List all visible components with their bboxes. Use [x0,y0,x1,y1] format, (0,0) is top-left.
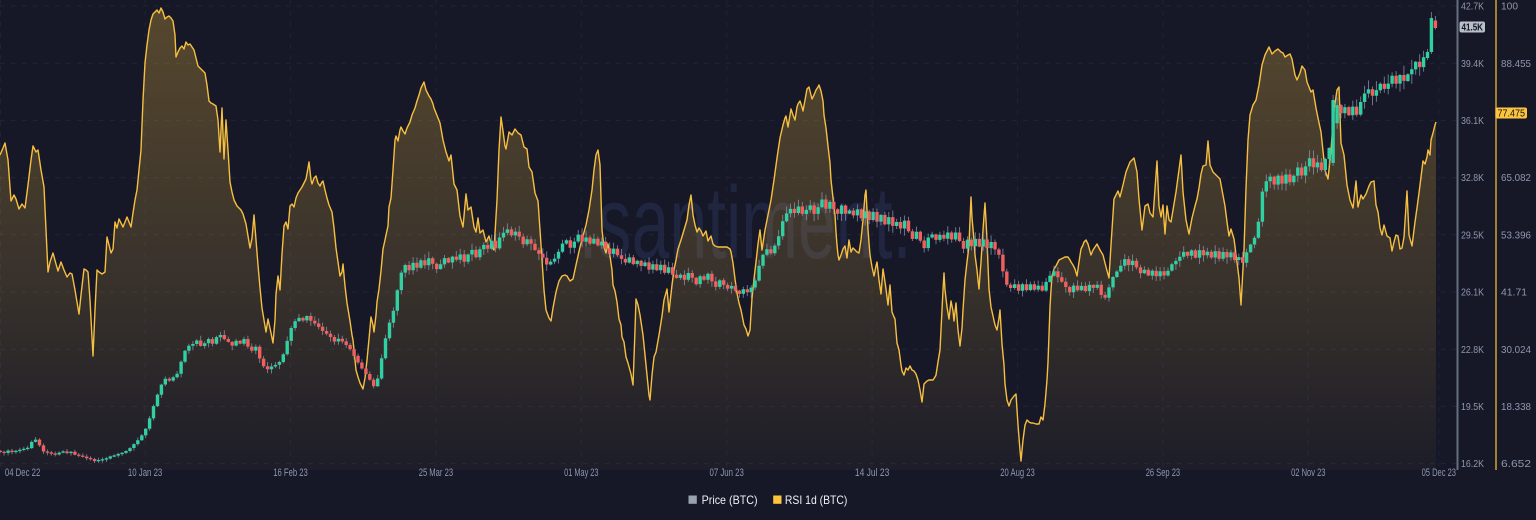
svg-text:16 Feb 23: 16 Feb 23 [273,467,307,479]
svg-text:100: 100 [1501,1,1518,13]
svg-text:41.5K: 41.5K [1462,23,1484,34]
svg-text:16.2K: 16.2K [1461,458,1484,470]
svg-text:Price (BTC): Price (BTC) [702,493,758,507]
svg-text:10 Jan 23: 10 Jan 23 [128,467,162,479]
svg-text:04 Dec 22: 04 Dec 22 [5,467,40,479]
svg-text:RSI 1d (BTC): RSI 1d (BTC) [785,493,848,507]
svg-text:26 Sep 23: 26 Sep 23 [1146,467,1180,479]
svg-text:05 Dec 23: 05 Dec 23 [1422,467,1456,479]
svg-text:88.455: 88.455 [1501,58,1531,70]
svg-text:19.5K: 19.5K [1461,401,1484,413]
svg-text:41.71: 41.71 [1501,287,1527,299]
svg-text:42.7K: 42.7K [1461,1,1484,13]
svg-text:20 Aug 23: 20 Aug 23 [1000,467,1034,479]
svg-text:65.082: 65.082 [1501,172,1531,184]
svg-text:25 Mar 23: 25 Mar 23 [419,467,453,479]
svg-text:14 Jul 23: 14 Jul 23 [855,467,889,479]
svg-text:07 Jun 23: 07 Jun 23 [710,467,744,479]
svg-text:32.8K: 32.8K [1461,172,1484,184]
svg-text:53.396: 53.396 [1501,229,1531,241]
svg-text:77.475: 77.475 [1498,109,1526,120]
svg-text:18.338: 18.338 [1501,401,1531,413]
svg-text:22.8K: 22.8K [1461,344,1484,356]
svg-text:26.1K: 26.1K [1461,287,1484,299]
svg-text:30.024: 30.024 [1501,344,1531,356]
svg-text:29.5K: 29.5K [1461,229,1484,241]
svg-text:36.1K: 36.1K [1461,115,1484,127]
svg-text:6.652: 6.652 [1501,458,1531,470]
svg-text:39.4K: 39.4K [1461,58,1484,70]
svg-text:02 Nov 23: 02 Nov 23 [1291,467,1325,479]
svg-text:01 May 23: 01 May 23 [564,467,598,479]
